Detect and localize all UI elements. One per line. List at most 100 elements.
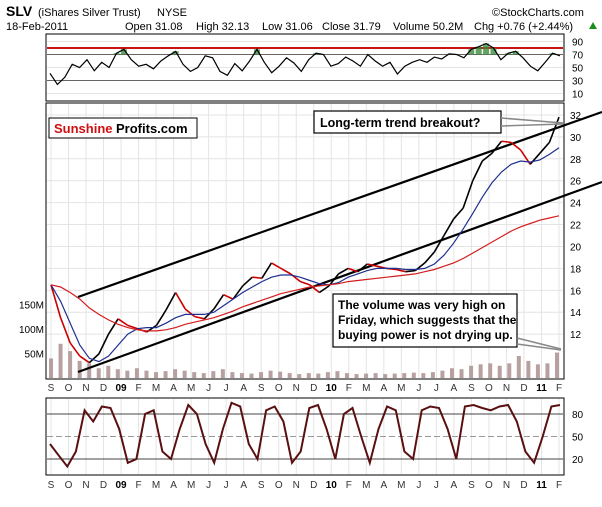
volume-bar <box>134 368 139 378</box>
volume-bar <box>497 365 502 378</box>
volume-bar <box>449 368 454 378</box>
stochastic-layer <box>47 401 563 469</box>
price-x-tick-label: M <box>397 383 405 394</box>
price-x-tick-label: J <box>224 383 229 394</box>
price-segment <box>318 285 330 294</box>
price-segment <box>491 140 503 154</box>
price-x-tick-label: O <box>485 383 493 394</box>
stoch-x-tick-label: D <box>520 480 527 491</box>
stoch-x-tick-label: M <box>397 480 405 491</box>
stoch-x-tick-label: N <box>82 480 89 491</box>
stoch-x-tick-label: S <box>468 480 475 491</box>
price-y-tick-label: 24 <box>570 199 582 210</box>
volume-bar <box>96 368 101 378</box>
rsi-overbought-fill <box>512 51 519 55</box>
rsi-y-tick-label: 50 <box>572 64 584 75</box>
price-x-tick-label: S <box>468 383 475 394</box>
rsi-y-tick-label: 70 <box>572 51 584 62</box>
date-label: 18-Feb-2011 <box>6 21 68 33</box>
volume-bar <box>344 373 349 378</box>
rsi-y-tick-label: 90 <box>572 38 584 49</box>
channel-lower-line <box>77 180 602 374</box>
price-x-tick-label: F <box>346 383 352 394</box>
volume-bar <box>125 370 130 378</box>
price-segment <box>232 285 244 300</box>
volume-bar <box>440 370 445 378</box>
price-x-tick-label: A <box>380 383 387 394</box>
price-segment <box>501 140 512 144</box>
price-x-tick-label: M <box>152 383 160 394</box>
price-segment <box>280 267 292 275</box>
volume-bar <box>488 363 493 378</box>
price-segment <box>261 262 273 279</box>
price-x-tick-label: M <box>362 383 370 394</box>
price-segment <box>338 267 349 275</box>
price-segment <box>223 293 234 300</box>
price-segment <box>481 152 493 162</box>
stoch-x-tick-label: M <box>152 480 160 491</box>
price-x-tick-label: S <box>48 383 55 394</box>
price-segment <box>127 324 138 330</box>
breakout-arrow <box>500 117 564 124</box>
stoch-x-tick-label: N <box>293 480 300 491</box>
rsi-y-tick-label: 30 <box>572 77 584 88</box>
price-x-tick-label: J <box>416 383 421 394</box>
volume-bar <box>297 374 302 378</box>
price-segment <box>462 180 474 209</box>
low-value: Low 31.06 <box>262 21 313 33</box>
rsi-overbought-fill <box>172 51 179 55</box>
volume-y-tick-label: 50M <box>25 350 44 361</box>
price-segment <box>59 317 71 344</box>
volume-bar <box>106 365 111 378</box>
volume-bar <box>373 373 378 378</box>
price-y-tick-label: 32 <box>570 111 582 122</box>
volume-bar <box>411 372 416 378</box>
volume-bar <box>392 373 397 378</box>
stoch-x-tick-label: J <box>224 480 229 491</box>
volume-bar <box>77 360 82 378</box>
price-x-tick-label: F <box>556 383 562 394</box>
price-x-tick-label: N <box>82 383 89 394</box>
stoch-x-tick-label: D <box>100 480 107 491</box>
price-x-tick-label: A <box>240 383 247 394</box>
volume-bars <box>49 343 559 378</box>
stoch-x-tick-label: M <box>362 480 370 491</box>
volume-arrow <box>516 337 562 350</box>
price-y-tick-label: 20 <box>570 242 582 253</box>
rsi-layer <box>47 42 563 86</box>
exchange-label: NYSE <box>157 7 187 19</box>
volume-bar <box>535 364 540 378</box>
price-x-tick-label: J <box>206 383 211 394</box>
price-segment <box>539 141 551 154</box>
stoch-x-tick-label: S <box>48 480 55 491</box>
volume-bar <box>555 352 559 378</box>
price-segment <box>510 141 522 151</box>
volume-y-tick-label: 100M <box>19 325 44 336</box>
price-y-tick-label: 18 <box>570 264 582 275</box>
price-segment <box>443 218 455 236</box>
volume-bar <box>163 371 168 378</box>
stoch-x-tick-label: J <box>416 480 421 491</box>
logo-sunshine: Sunshine <box>54 121 113 136</box>
stoch-x-tick-label: O <box>275 480 283 491</box>
volume-bar <box>115 369 120 378</box>
volume-bar <box>68 351 73 378</box>
price-segment <box>213 294 225 310</box>
volume-bar <box>478 364 483 378</box>
price-x-tick-label: D <box>310 383 317 394</box>
stoch-x-tick-label: A <box>240 480 247 491</box>
price-x-tick-label: M <box>187 383 195 394</box>
volume-bar <box>173 369 178 378</box>
price-segment <box>299 280 311 286</box>
price-x-tick-label: 10 <box>326 383 338 394</box>
price-segment <box>405 269 416 273</box>
price-x-tick-label: J <box>434 383 439 394</box>
volume-value: Volume 50.2M <box>393 21 463 33</box>
price-y-tick-label: 26 <box>570 177 582 188</box>
price-x-tick-label: O <box>65 383 73 394</box>
price-segment <box>357 263 368 273</box>
volume-bar <box>87 363 92 378</box>
volume-bar <box>182 370 187 378</box>
